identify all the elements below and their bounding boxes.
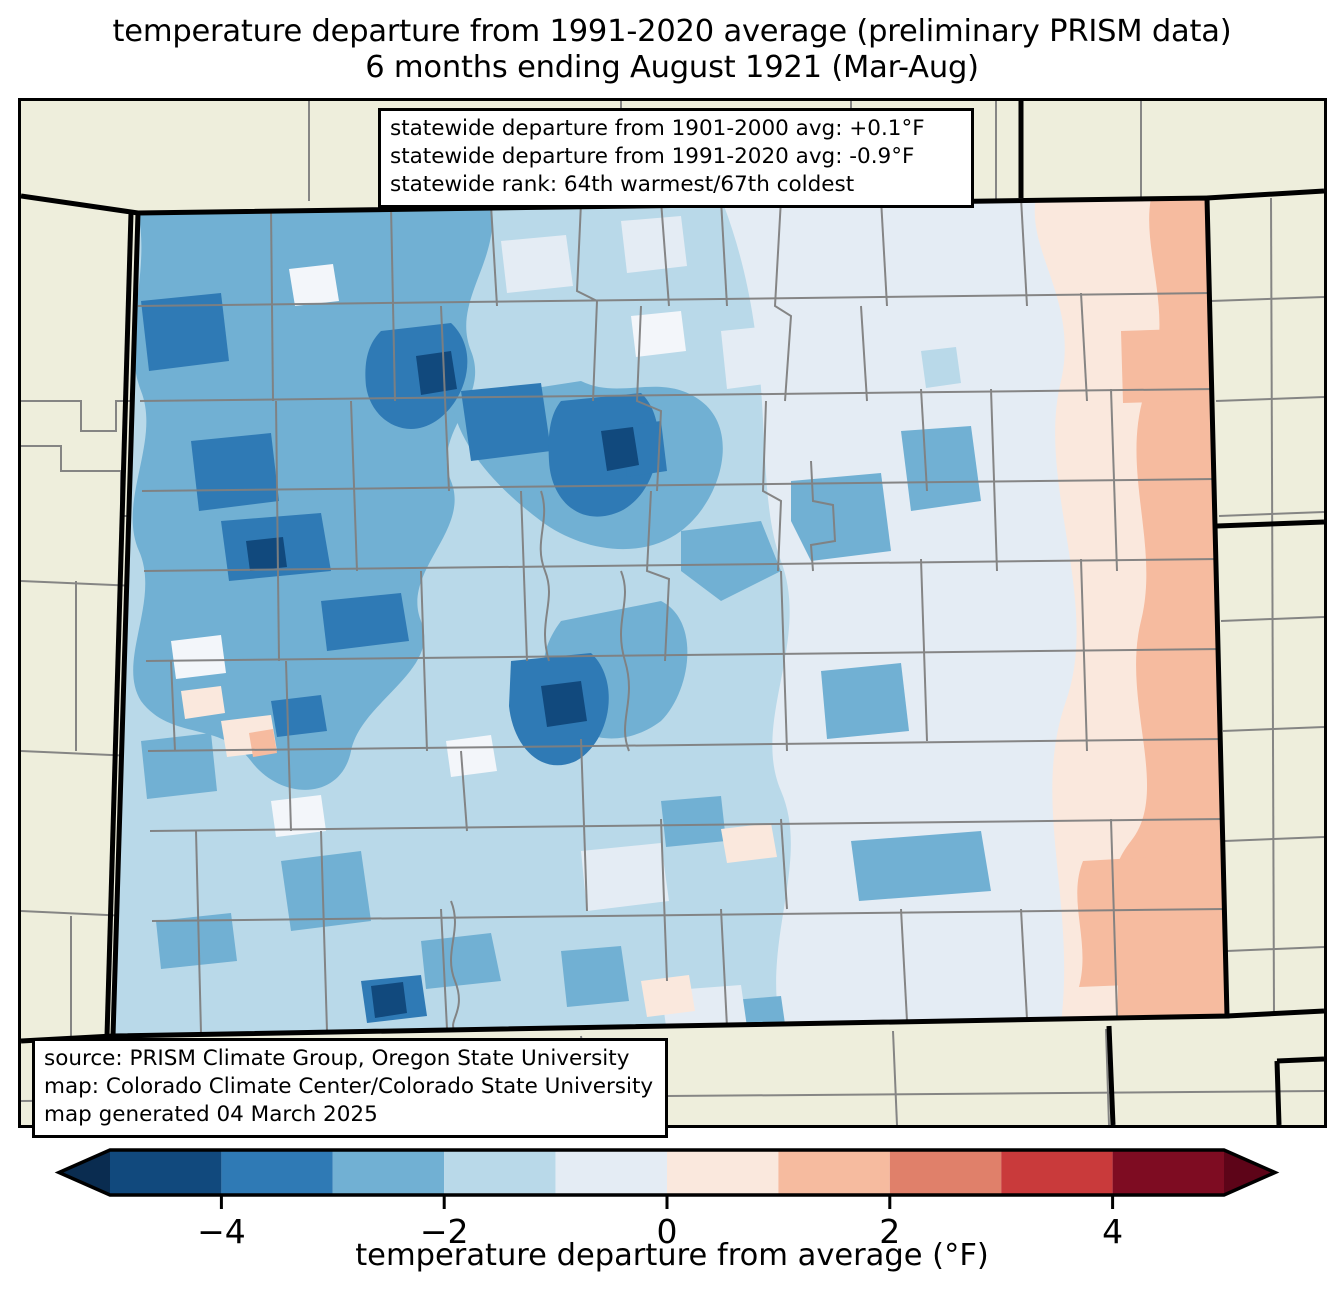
colorbar-tick-label: 4 bbox=[1102, 1212, 1123, 1250]
colorbar-band bbox=[332, 1150, 445, 1195]
colorbar-band bbox=[778, 1150, 890, 1195]
colorbar-outline bbox=[54, 1148, 1280, 1197]
colorbar-band bbox=[444, 1150, 556, 1195]
colorbar-tick-labels: −4 −2 0 2 4 bbox=[197, 1212, 1123, 1250]
colorbar-band bbox=[221, 1150, 333, 1195]
colorbar-axis-label: temperature departure from average (°F) bbox=[355, 1238, 989, 1273]
colorbar-band bbox=[889, 1150, 1002, 1195]
colorbar-tick-label: −2 bbox=[420, 1212, 469, 1250]
colorbar-over-arrow bbox=[1224, 1150, 1275, 1195]
statewide-rank: statewide rank: 64th warmest/67th coldes… bbox=[390, 171, 855, 197]
statewide-departure-1991-2020: statewide departure from 1991-2020 avg: … bbox=[390, 143, 915, 169]
colorbar-band bbox=[667, 1150, 779, 1195]
colorbar: −4 −2 0 2 4 bbox=[0, 1140, 1344, 1299]
colorbar-bands bbox=[59, 1150, 1275, 1195]
colorbar-tick-label: 2 bbox=[879, 1212, 900, 1250]
source-line: source: PRISM Climate Group, Oregon Stat… bbox=[44, 1046, 630, 1071]
colorbar-tick-label: 0 bbox=[657, 1212, 678, 1250]
page-title: temperature departure from 1991-2020 ave… bbox=[0, 14, 1344, 86]
colorbar-band bbox=[555, 1150, 667, 1195]
map-frame bbox=[18, 98, 1327, 1128]
colorbar-band bbox=[1112, 1150, 1224, 1195]
colorbar-ticks bbox=[219, 1195, 1115, 1209]
title-line-2: 6 months ending August 1921 (Mar-Aug) bbox=[365, 49, 979, 85]
statewide-departure-1901-2000: statewide departure from 1901-2000 avg: … bbox=[390, 116, 925, 141]
title-line-1: temperature departure from 1991-2020 ave… bbox=[112, 14, 1232, 49]
colorbar-band bbox=[1001, 1150, 1113, 1195]
map-generated-line: map generated 04 March 2025 bbox=[44, 1101, 378, 1127]
colorbar-band bbox=[110, 1150, 222, 1195]
map-credit-line: map: Colorado Climate Center/Colorado St… bbox=[44, 1073, 654, 1099]
colorbar-svg: −4 −2 0 2 4 bbox=[54, 1148, 1280, 1250]
statewide-stats-box: statewide departure from 1901-2000 avg: … bbox=[378, 108, 974, 208]
colorbar-under-arrow bbox=[59, 1150, 110, 1195]
colorado-temperature-departure-map bbox=[21, 101, 1324, 1125]
source-credits-box: source: PRISM Climate Group, Oregon Stat… bbox=[32, 1038, 668, 1138]
colorbar-tick-label: −4 bbox=[197, 1212, 246, 1250]
